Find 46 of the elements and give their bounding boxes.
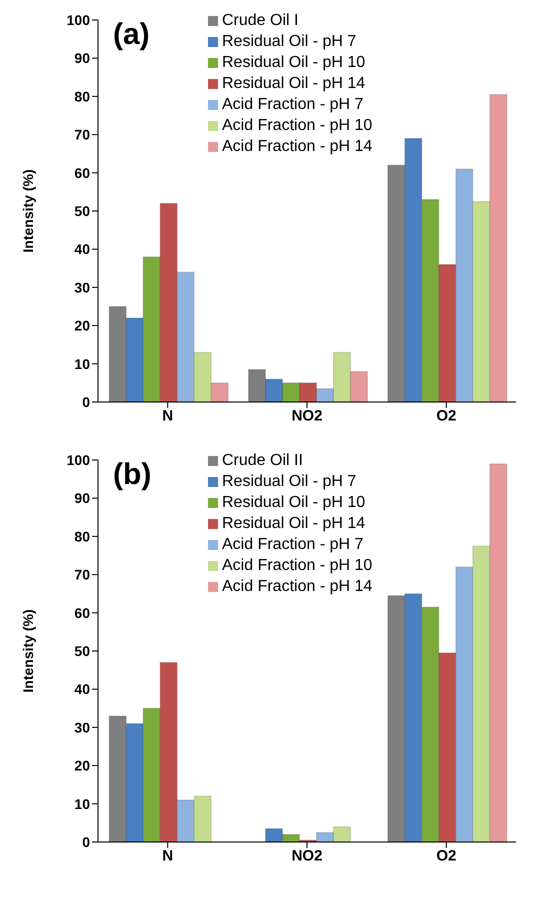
legend-label: Acid Fraction - pH 10 [222,556,372,576]
legend-label: Acid Fraction - pH 10 [222,116,372,136]
y-tick-label: 100 [66,12,90,28]
y-tick-label: 70 [74,566,90,583]
y-tick-label: 80 [74,88,90,104]
x-tick-label: N [162,848,174,865]
y-tick-label: 30 [74,279,90,296]
legend-label: Residual Oil - pH 7 [222,472,356,492]
y-tick-label: 30 [74,719,90,736]
y-tick-label: 40 [74,681,90,698]
x-tick-label: NO2 [292,408,322,425]
y-tick-label: 0 [82,834,90,850]
x-tick-label: N [162,408,174,425]
y-tick-label: 100 [66,452,90,468]
legend-label: Residual Oil - pH 14 [222,514,366,534]
x-tick-label: O2 [436,848,456,865]
y-tick-label: 90 [74,50,90,66]
y-tick-label: 70 [74,126,90,143]
y-axis-title: Intensity (%) [20,609,36,693]
legend-label: Acid Fraction - pH 14 [222,137,372,157]
legend-label: Acid Fraction - pH 7 [222,95,364,115]
legend-label: Residual Oil - pH 7 [222,32,356,52]
chart-title: (b) [113,458,152,492]
y-tick-label: 40 [74,241,90,258]
y-tick-label: 60 [74,604,90,621]
chart-title: (a) [113,18,150,52]
legend-label: Acid Fraction - pH 14 [222,577,372,597]
x-tick-label: O2 [436,408,456,425]
y-tick-label: 80 [74,528,90,544]
y-tick-label: 50 [74,642,90,659]
legend-label: Crude Oil I [222,11,298,31]
y-tick-label: 20 [74,758,90,774]
y-tick-label: 10 [74,356,90,372]
y-tick-label: 10 [74,796,90,812]
legend-label: Residual Oil - pH 10 [222,493,366,513]
y-tick-label: 50 [74,202,90,219]
legend-label: Crude Oil II [222,451,303,471]
y-tick-label: 90 [74,490,90,506]
y-tick-label: 60 [74,164,90,181]
legend-label: Residual Oil - pH 10 [222,53,366,73]
legend-label: Acid Fraction - pH 7 [222,535,364,555]
x-tick-label: NO2 [292,848,322,865]
legend-label: Residual Oil - pH 14 [222,74,366,94]
y-tick-label: 20 [74,318,90,334]
y-tick-label: 0 [82,394,90,410]
y-axis-title: Intensity (%) [20,169,36,253]
